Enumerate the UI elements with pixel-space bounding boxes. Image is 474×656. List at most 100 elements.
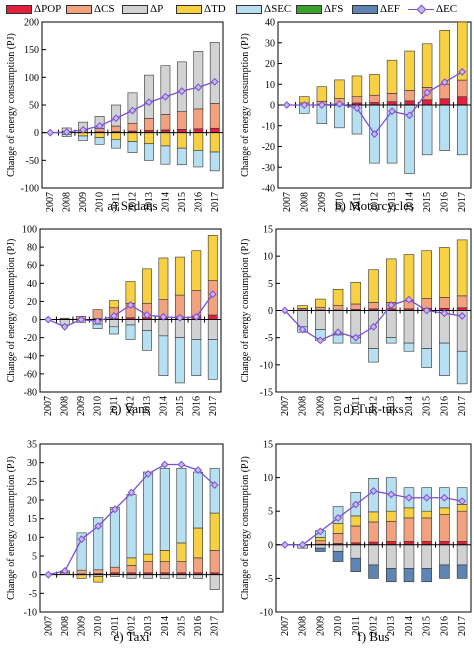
x-tick-label: 2017 [457,616,468,636]
ec-marker [369,487,378,495]
legend-item: ΔP [122,3,163,15]
panel-caption: d) Tuk-tuks [343,401,403,416]
bar-segment [421,568,432,583]
x-tick-label: 2007 [45,192,56,212]
x-tick-label: 2011 [352,192,363,212]
legend-swatch [176,4,202,14]
bar-segment [457,79,468,97]
y-tick-label: -15 [260,388,273,399]
bar-segment [144,143,154,161]
y-tick-label: -10 [24,608,37,619]
bar-segment [403,342,415,352]
ec-marker [280,306,289,315]
y-tick-label: 100 [24,73,39,84]
y-tick-label: 30 [265,38,275,49]
bar-segment [193,150,204,168]
x-tick-label: 2014 [404,616,415,636]
x-tick-label: 2007 [280,616,291,636]
y-tick-label: -20 [262,142,275,153]
bar-segment [174,337,185,384]
x-tick-label: 2011 [351,396,362,416]
bar-segment [439,297,450,309]
ec-marker [370,130,379,138]
chart-motorcycles: -40 -30 -20 -10 0 10 20 30 40 Change of energy co… [240,18,472,213]
x-tick-label: 2014 [160,192,171,212]
x-tick-label: 2008 [60,616,71,636]
bar-segment [404,90,415,102]
x-tick-label: 2009 [76,396,87,416]
bar-segment [456,350,468,385]
ec-marker [95,122,104,130]
ec-marker [161,92,170,101]
ec-marker [423,88,432,97]
bar-segment [369,94,380,103]
bar-segment [315,547,326,552]
legend-label: ΔEC [436,3,458,15]
bar-segment [209,467,220,514]
bar-segment [421,348,432,368]
x-tick-label: 2013 [386,616,397,636]
ec-marker [144,469,153,478]
bar-segment [457,21,468,81]
bar-segment [142,330,152,351]
ec-marker [44,570,53,579]
bar-segment [350,515,362,527]
x-tick-label: 2013 [144,192,155,212]
ec-marker [194,83,203,92]
y-axis-label: Change of energy consumption (PJ) [6,33,17,177]
legend-label: ΔPOP [34,3,62,15]
bar-segment [439,104,450,151]
bar-segment [332,305,344,311]
y-tick-label: 30 [27,458,37,469]
bar-segment [127,141,138,153]
bar-segment [404,50,415,91]
y-tick-label: -10 [260,360,273,371]
bar-segment [439,507,450,515]
y-tick-label: 15 [27,514,37,525]
ec-marker [440,493,449,502]
y-tick-label: -30 [262,163,275,174]
ec-marker [210,77,219,86]
bar-segment [158,257,169,300]
y-tick-label: 35 [27,440,37,451]
x-tick-label: 2009 [315,396,326,416]
x-tick-label: 2012 [128,192,139,212]
bar-segment [315,306,326,311]
bar-segment [456,544,468,566]
x-tick-label: 2010 [93,396,104,416]
y-tick-label: -5 [29,589,37,600]
ec-marker [160,460,169,469]
ec-marker [351,500,360,509]
y-tick-label: 50 [29,101,39,112]
plot-frame [39,228,222,393]
bar-segment [332,544,344,552]
legend-label: ΔCS [94,3,115,15]
x-tick-label: 2012 [126,396,137,416]
bar-segment [207,235,218,281]
bar-segment [315,540,326,545]
bar-segment [456,295,468,309]
y-tick-label: 5 [32,552,37,563]
ec-marker [317,101,326,109]
bar-segment [332,522,344,534]
bar-segment [111,139,121,149]
y-tick-label: -80 [24,388,37,399]
bar-segment [174,256,185,296]
bar-segment [76,532,87,571]
y-tick-label: -5 [265,574,273,585]
bar-segment [315,544,326,549]
chart-vans: -80 -60 -40 -20 0 20 40 60 80 100 Change of energy… [6,225,222,416]
bar-segment [368,521,379,543]
y-axis-label: Change of energy consumption (PJ) [240,239,251,383]
x-tick-label: 2017 [210,192,221,212]
ec-marker [210,481,219,489]
panel-caption: a) Sedans [107,198,157,213]
legend-swatch [352,4,378,14]
bar-segment [93,576,104,583]
bar-segment [456,564,468,579]
x-tick-label: 2011 [110,616,121,636]
legend-item: ΔFS [296,3,343,15]
ec-marker [316,336,325,345]
ec-marker [440,78,449,87]
ec-marker [405,295,413,304]
